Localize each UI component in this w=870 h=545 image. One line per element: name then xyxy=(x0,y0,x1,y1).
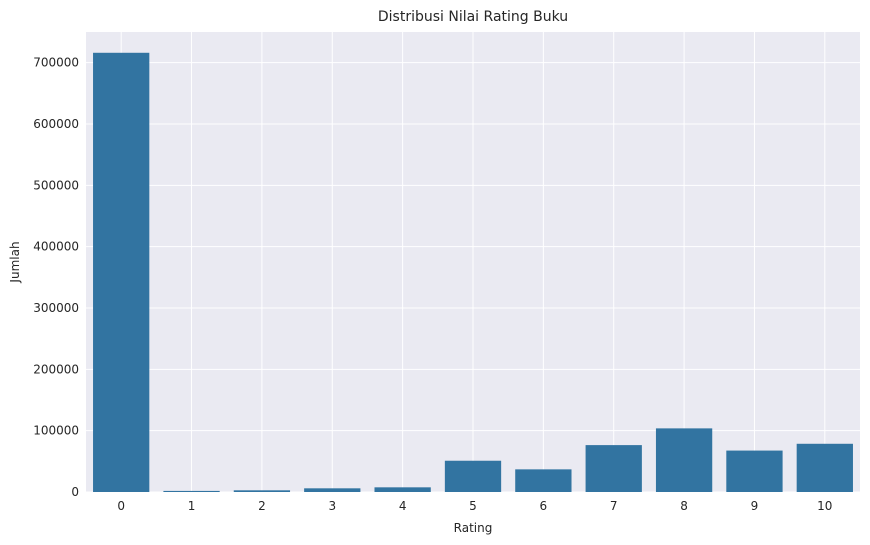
y-tick-labels: 0 100000 200000 300000 400000 500000 600000 700… xyxy=(33,56,79,499)
bar-rating-8 xyxy=(655,428,713,492)
bar-rating-0 xyxy=(93,52,150,493)
y-tick-label: 600000 xyxy=(33,117,79,131)
y-tick-label: 700000 xyxy=(33,56,79,70)
x-tick-label: 10 xyxy=(817,499,832,513)
x-tick-label: 3 xyxy=(328,499,336,513)
y-tick-label: 300000 xyxy=(33,301,79,315)
bar-rating-3 xyxy=(304,488,361,492)
chart-title: Distribusi Nilai Rating Buku xyxy=(378,9,568,25)
x-tick-label: 9 xyxy=(751,499,759,513)
x-tick-label: 7 xyxy=(610,499,618,513)
bar-rating-5 xyxy=(444,460,502,492)
bar-rating-7 xyxy=(585,445,642,492)
y-tick-label: 200000 xyxy=(33,362,79,376)
bar-rating-10 xyxy=(796,443,853,492)
x-tick-label: 0 xyxy=(117,499,125,513)
y-axis-label: Jumlah xyxy=(8,241,22,283)
y-tick-label: 0 xyxy=(71,485,79,499)
x-tick-label: 8 xyxy=(680,499,688,513)
x-tick-labels: 0 1 2 3 4 5 6 7 8 9 10 xyxy=(117,499,832,513)
bar-rating-9 xyxy=(726,450,783,492)
bars xyxy=(93,52,853,493)
bar-rating-6 xyxy=(515,469,572,492)
x-tick-label: 5 xyxy=(469,499,477,513)
y-tick-label: 400000 xyxy=(33,240,79,254)
bar-rating-2 xyxy=(233,490,291,492)
x-tick-label: 2 xyxy=(258,499,266,513)
bar-rating-1 xyxy=(163,490,220,492)
y-tick-label: 500000 xyxy=(33,178,79,192)
x-tick-label: 4 xyxy=(399,499,407,513)
bar-rating-4 xyxy=(374,487,431,492)
x-tick-label: 6 xyxy=(540,499,548,513)
x-axis-label: Rating xyxy=(454,521,493,535)
x-tick-label: 1 xyxy=(188,499,196,513)
y-tick-label: 100000 xyxy=(33,424,79,438)
